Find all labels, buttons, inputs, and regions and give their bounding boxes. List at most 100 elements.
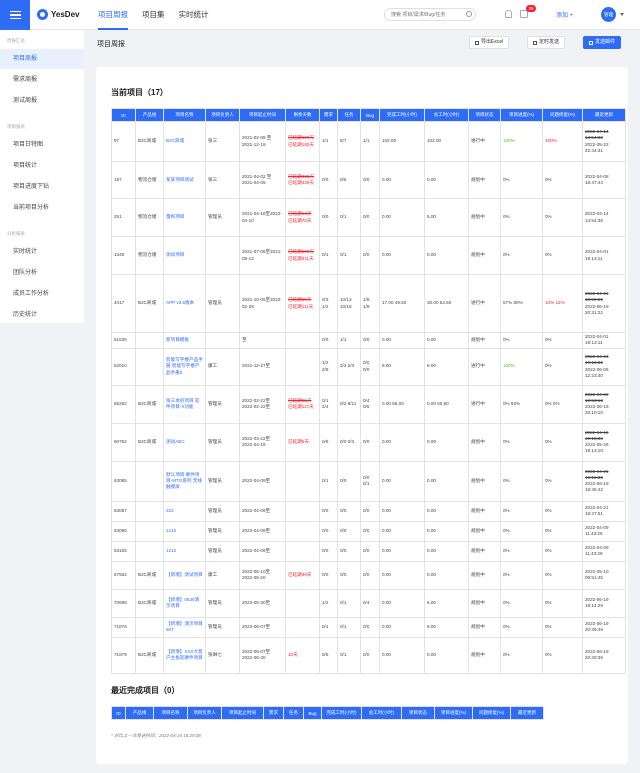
search-icon[interactable] xyxy=(466,11,472,17)
table-row[interactable]: 60752 B2C商城 测试ABC 管理员 2022-03-22至 2022-04-19… xyxy=(111,422,626,462)
table-row[interactable]: 71876 【新增】演示项目607 管理员 2022-06-07至 0/1 0/1 0/0 0… xyxy=(111,616,626,638)
table-row[interactable]: 51535 新项目模板至 0/0 1/1 0/0 0.00 0.00 规划中 0% 0% 2022-… xyxy=(111,332,626,349)
table-cell: 0/0 xyxy=(360,422,380,462)
table-cell[interactable]: 【新增】0530演示项目 xyxy=(163,588,206,618)
table-cell[interactable]: APP v3.5版本 xyxy=(163,274,206,333)
table-cell: 0.00 xyxy=(424,460,469,502)
table-cell: 0/5 xyxy=(337,161,361,199)
table-cell[interactable]: 默认项目 硬件项目-MTG系列 无线触摸屏 xyxy=(163,460,206,502)
table-cell[interactable]: 量构项目 xyxy=(163,198,206,237)
table-cell: 0.00 xyxy=(424,422,469,462)
table-cell[interactable]: 222 xyxy=(163,500,206,522)
table-cell: B2C商城 xyxy=(135,588,164,618)
schedule-send-button[interactable]: 定时发送 xyxy=(527,36,566,49)
table-cell: 张三 xyxy=(205,161,240,199)
table-cell[interactable]: 智能写字楼产品手册 智能写字楼产品手册2 xyxy=(163,347,206,386)
table-cell: 1/2 2/9 xyxy=(319,347,338,386)
table-cell: 规划中 xyxy=(468,588,501,618)
cell-line: 已延期117天 xyxy=(288,404,314,410)
nav-weekly-report[interactable]: 项目周报 xyxy=(98,0,128,30)
cell-line: 2022-04-21 19:15:36 xyxy=(585,354,609,366)
table-cell: 2021-04-02 至 2021-04-06 xyxy=(239,161,286,199)
table-row[interactable]: 70695 B2C商城 【新增】0530演示项目 管理员 2022-05-30至 1/2 0… xyxy=(111,588,626,618)
table-cell: 已延期61天 已延期117天 xyxy=(285,384,320,424)
table-cell: 规划中 xyxy=(468,540,501,562)
nav-realtime-stats[interactable]: 实时统计 xyxy=(178,10,209,19)
table-row[interactable]: 56262 B2C商城 张三本的项目 软件项目-X功能 管理员 2022-02-22至 … xyxy=(111,384,626,424)
table-row[interactable]: 197 物流仓储 某某项目测试 张三 2021-04-02 至 2021-04-06 已延… xyxy=(111,161,626,199)
table-cell[interactable]: 1212 xyxy=(163,520,206,542)
table-row[interactable]: 97 B2C商城 B2C商城 张三 2021-02-08 至2021-12-19 已延期1… xyxy=(111,121,626,162)
table-cell: 0/1 xyxy=(337,198,361,237)
table-row[interactable]: 63085 默认项目 硬件项目-MTG系列 无线触摸屏 管理员 2022-04-09至… xyxy=(111,460,626,502)
table-cell: 0% xyxy=(500,422,543,462)
sidebar-item-project-stats[interactable]: 项目统计 xyxy=(13,163,38,169)
sidebar-item-member-analysis[interactable]: 成员工作分析 xyxy=(13,291,50,297)
table-cell xyxy=(135,332,164,349)
table-cell: 0% 0% xyxy=(542,384,583,424)
table-row[interactable]: 63087 222 管理员 2022-04-09至 0/0 0/0 0/0 0.00 0.00 规… xyxy=(111,500,626,522)
table-row[interactable]: 251 物流仓储 量构项目 管理员 2021-04-18至2022-04-10 已延期14… xyxy=(111,198,626,237)
cell-line: 已延期383天 xyxy=(288,173,315,179)
table-cell[interactable]: 新项目模板 xyxy=(163,332,206,349)
table-cell: 2022-04-09 11:43:26 xyxy=(582,520,626,542)
sidebar-item-test-weekly[interactable]: 测试周报 xyxy=(13,98,38,104)
table-row[interactable]: 52010 智能写字楼产品手册 智能写字楼产品手册2 康工 2021-12-27至 1/… xyxy=(111,347,626,386)
menu-icon[interactable] xyxy=(0,0,30,30)
cell-line: 已延期111天 xyxy=(288,303,314,309)
chevron-down-icon[interactable] xyxy=(620,13,624,16)
send-email-button[interactable]: 发送邮件 xyxy=(583,36,622,49)
sidebar-item-demand-weekly[interactable]: 需求周报 xyxy=(13,77,38,83)
table-cell: 8.00 xyxy=(379,347,425,386)
sidebar-item-realtime[interactable]: 实时统计 xyxy=(13,249,38,255)
table-cell xyxy=(285,332,320,349)
table-cell: 8.00 xyxy=(424,347,469,386)
table-row[interactable]: 1349 物流仓储 测试项目 2021-07-06至2021-08-12 已延期255天… xyxy=(111,236,626,275)
table-cell xyxy=(135,347,164,386)
sidebar-item-current-analysis[interactable]: 当前项目分析 xyxy=(13,205,50,211)
logo-icon xyxy=(37,9,48,20)
table-row[interactable]: 63096 1212 管理员 2022-04-09至 0/0 0/0 0/0 0.00 0.00… xyxy=(111,520,626,542)
search-input[interactable] xyxy=(384,8,476,21)
export-excel-button[interactable]: 导出Excel xyxy=(469,36,510,49)
message-icon[interactable] xyxy=(520,10,528,18)
table-cell: 2022-04-01 19:13:11 xyxy=(582,236,626,275)
table-row[interactable]: 4417 B2C商城 APP v3.5版本 管理员 2021-10-05至2022-02… xyxy=(111,274,626,333)
bell-icon[interactable] xyxy=(505,10,512,18)
footnote: * 对比上一次发送时间：2022-04-24 16:29:08 xyxy=(111,733,201,738)
table-cell: 2022-04-14 14:54:36 xyxy=(582,198,626,237)
table-cell: 0/5 xyxy=(319,636,338,674)
avatar[interactable]: 管理 xyxy=(601,7,616,22)
table-cell: 0% xyxy=(542,422,583,462)
sidebar-item-team-analysis[interactable]: 团队分析 xyxy=(13,270,38,276)
cell-line: 2022-06-06 12:23:40 xyxy=(585,366,609,378)
table-cell: 100% xyxy=(500,121,543,162)
table-cell: 0/0 0/3 xyxy=(337,422,361,462)
sidebar-item-history[interactable]: 历史统计 xyxy=(13,312,38,318)
add-button[interactable]: 添加 + xyxy=(556,13,574,19)
table-cell[interactable]: 【新增】XXX大客户主板软硬件项目 xyxy=(163,636,206,674)
table-cell: 已延期55天 已延期111天 xyxy=(285,274,320,333)
table-cell xyxy=(285,616,320,638)
table-row[interactable]: 63105 1212 管理员 2022-04-09至 0/0 0/0 0/0 0.00 0.00… xyxy=(111,540,626,562)
table-row[interactable]: 67562 B2C商城 【新增】测试项目 康工 2022-05-10至 2022-05-… xyxy=(111,560,626,590)
table-cell: 0/0 0/1 xyxy=(360,460,380,502)
sidebar-item-progress-drilldown[interactable]: 项目进度下钻 xyxy=(13,184,50,190)
sidebar-item-gantt[interactable]: 项目甘特图 xyxy=(13,142,44,148)
table-cell[interactable]: 某某项目测试 xyxy=(163,161,206,199)
table-cell[interactable]: 【新增】测试项目 xyxy=(163,560,206,590)
table-cell[interactable]: B2C商城 xyxy=(163,121,206,162)
table-cell xyxy=(205,236,240,275)
table-cell[interactable]: 张三本的项目 软件项目-X功能 xyxy=(163,384,206,424)
sidebar-item-project-weekly[interactable]: 项目周报 xyxy=(0,49,84,69)
nav-project-set[interactable]: 项目集 xyxy=(142,10,165,19)
table-cell[interactable]: 测试项目 xyxy=(163,236,206,275)
table-cell[interactable]: 【新增】演示项目607 xyxy=(163,616,206,638)
table-cell: 张三 xyxy=(205,121,240,162)
table-cell: 2022-04-21 18:47:51 xyxy=(582,500,626,522)
table-cell[interactable]: 1212 xyxy=(163,540,206,562)
table-row[interactable]: 71879 B2C商城 【新增】XXX大客户主板软硬件项目 张琳七 2022-06-07… xyxy=(111,636,626,674)
logo[interactable]: YesDev xyxy=(37,9,79,20)
table-cell[interactable]: 测试ABC xyxy=(163,422,206,462)
table-cell: 已延期14天 已延期70天 xyxy=(285,198,320,237)
